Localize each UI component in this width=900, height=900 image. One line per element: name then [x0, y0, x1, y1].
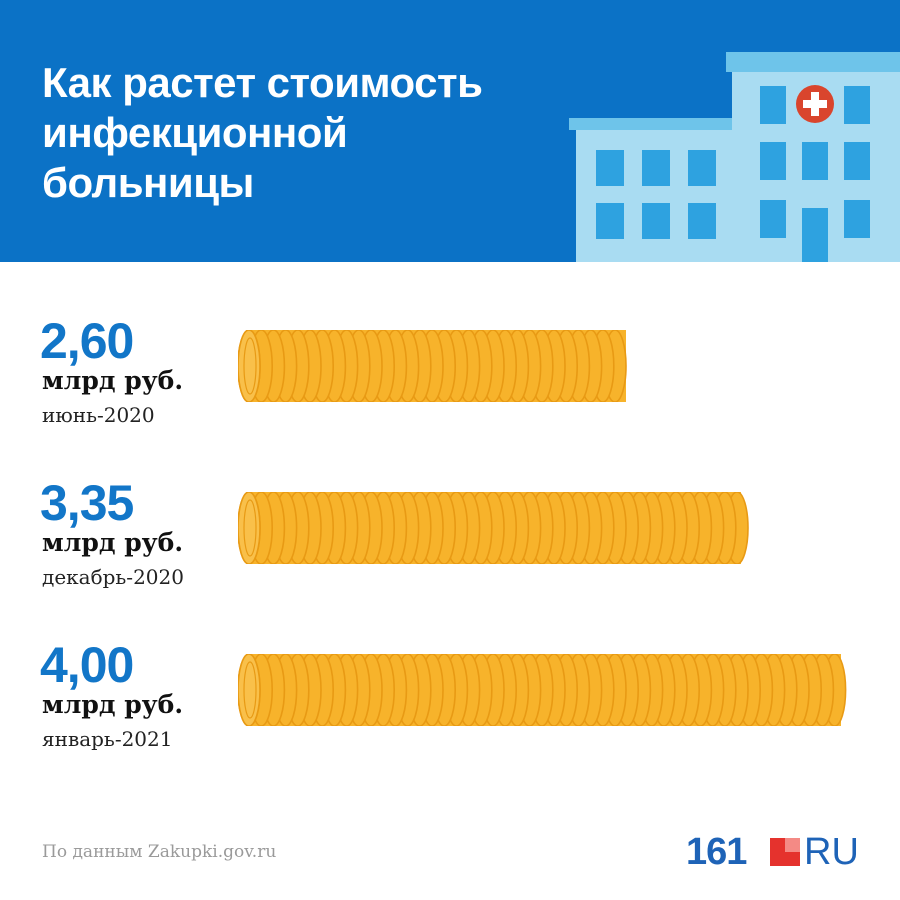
- logo-suffix: RU: [804, 831, 859, 873]
- value-label: 2,60: [40, 313, 134, 369]
- unit-label: млрд руб.: [42, 690, 184, 719]
- coin-stack-bar: [238, 330, 627, 402]
- coin-front: [238, 492, 261, 564]
- page-title: Как растет стоимость инфекционной больни…: [42, 58, 483, 208]
- logo-square-icon: [770, 838, 800, 866]
- coin-front: [238, 330, 261, 402]
- hospital-building-icon: [569, 52, 900, 262]
- unit-label: млрд руб.: [42, 528, 184, 557]
- date-label: декабрь-2020: [42, 565, 184, 589]
- logo-number: 161: [686, 831, 747, 873]
- value-label: 3,35: [40, 475, 134, 531]
- title-line-3: больницы: [42, 159, 254, 206]
- coin-front-rim: [243, 499, 257, 557]
- chart-row: 3,35 млрд руб. декабрь-2020: [0, 476, 900, 606]
- unit-label: млрд руб.: [42, 366, 184, 395]
- title-line-1: Как растет стоимость: [42, 59, 483, 106]
- coin-front: [238, 654, 261, 726]
- value-label: 4,00: [40, 637, 134, 693]
- coin-stack-bar: [238, 492, 749, 564]
- title-line-2: инфекционной: [42, 109, 348, 156]
- date-label: январь-2021: [42, 727, 173, 751]
- source-note: По данным Zakupki.gov.ru: [42, 842, 277, 862]
- chart-row: 2,60 млрд руб. июнь-2020: [0, 314, 900, 444]
- medical-cross-icon: [796, 85, 834, 123]
- date-label: июнь-2020: [42, 403, 155, 427]
- chart-row: 4,00 млрд руб. январь-2021: [0, 638, 900, 768]
- coin-front-rim: [243, 337, 257, 395]
- coin-stack-bar: [238, 654, 847, 726]
- header: Как растет стоимость инфекционной больни…: [0, 0, 900, 262]
- coin-front-rim: [243, 661, 257, 719]
